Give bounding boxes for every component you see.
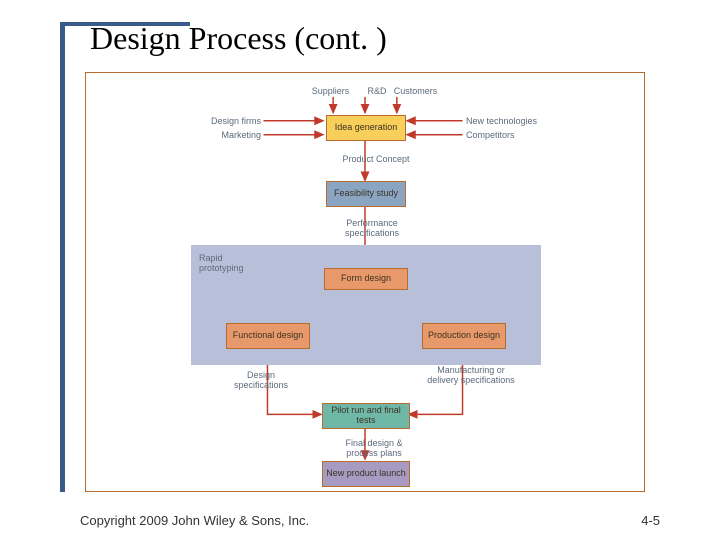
diagram-frame: Rapid prototyping Idea generation Feasibil…	[85, 72, 645, 492]
accent-bar-left	[60, 22, 65, 492]
lbl-performance-specs: Performance specifications	[330, 219, 414, 239]
design-process-flowchart: Rapid prototyping Idea generation Feasibil…	[86, 73, 644, 491]
lbl-design-firms: Design firms	[191, 117, 261, 127]
lbl-mfg-specs: Manufacturing or delivery specifications	[426, 366, 516, 386]
copyright-text: Copyright 2009 John Wiley & Sons, Inc.	[80, 513, 309, 528]
lbl-final-plans: Final design & process plans	[334, 439, 414, 459]
lbl-design-specs: Design specifications	[221, 371, 301, 391]
lbl-competitors: Competitors	[466, 131, 556, 141]
page-number: 4-5	[641, 513, 660, 528]
box-feasibility: Feasibility study	[326, 181, 406, 207]
lbl-customers: Customers	[388, 87, 443, 97]
rapid-prototyping-label: Rapid prototyping	[199, 253, 259, 273]
box-idea: Idea generation	[326, 115, 406, 141]
lbl-marketing: Marketing	[191, 131, 261, 141]
box-pilot: Pilot run and final tests	[322, 403, 410, 429]
box-functional: Functional design	[226, 323, 310, 349]
box-launch: New product launch	[322, 461, 410, 487]
lbl-suppliers: Suppliers	[308, 87, 353, 97]
slide: Design Process (cont. ) Rapid prototypin…	[0, 0, 720, 540]
accent-bar-top	[60, 22, 190, 26]
box-production: Production design	[422, 323, 506, 349]
lbl-product-concept: Product Concept	[336, 155, 416, 165]
box-form: Form design	[324, 268, 408, 290]
lbl-new-tech: New technologies	[466, 117, 556, 127]
